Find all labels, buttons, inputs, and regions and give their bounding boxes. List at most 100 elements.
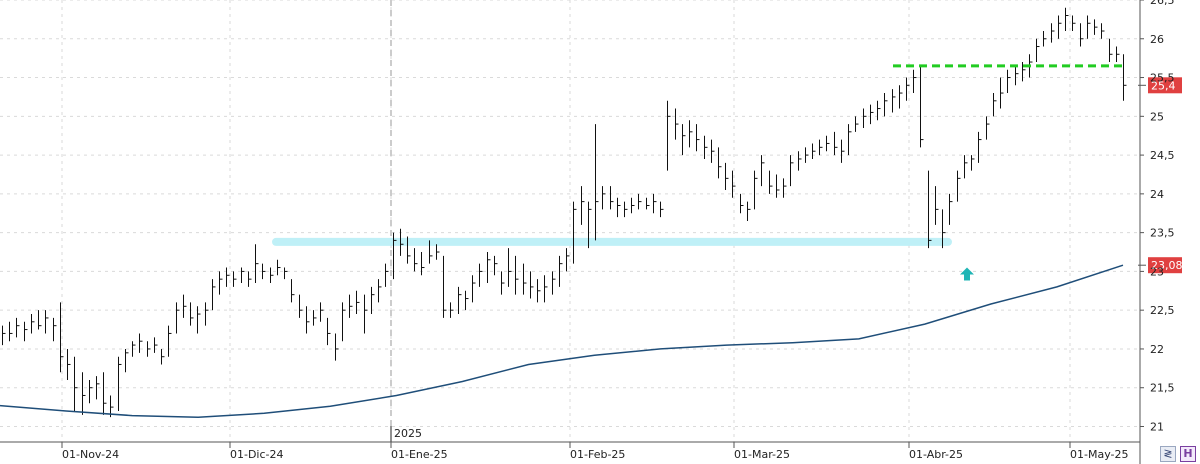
ohlc-bar	[1109, 38, 1113, 63]
ohlc-bar	[335, 333, 339, 361]
ohlc-bar	[125, 348, 129, 373]
y-tick-label: 21,5	[1150, 382, 1175, 395]
ohlc-bar	[465, 290, 469, 311]
ohlc-bar	[349, 294, 353, 318]
ohlc-bar	[472, 275, 476, 303]
ohlc-bar	[378, 279, 382, 303]
ohlc-bar	[747, 201, 751, 221]
x-tick-label: 01-Abr-25	[909, 448, 963, 461]
ohlc-bar	[450, 302, 454, 318]
ohlc-bar	[233, 271, 237, 287]
ohlc-bar	[559, 255, 563, 287]
y-tick-label: 24	[1150, 188, 1164, 201]
ohlc-bar	[949, 193, 953, 225]
arrow-up-icon	[960, 267, 974, 281]
ohlc-bar	[646, 197, 650, 210]
ohlc-bar	[421, 252, 425, 276]
ohlc-bar	[675, 108, 679, 140]
ohlc-bar	[993, 93, 997, 117]
ohlc-bar	[53, 317, 57, 342]
ohlc-bar	[443, 255, 447, 318]
ohlc-bar	[89, 379, 93, 404]
ohlc-bar	[60, 302, 64, 373]
ohlc-bar	[704, 135, 708, 159]
ohlc-bar	[1043, 31, 1047, 47]
ohlc-bar	[1080, 23, 1084, 47]
ohlc-bar	[458, 286, 462, 315]
ohlc-bar	[696, 124, 700, 152]
ohlc-bar	[978, 131, 982, 163]
ohlc-bar	[205, 302, 209, 326]
ohlc-bar	[1007, 69, 1011, 94]
ohlc-bar	[638, 193, 642, 210]
ohlc-bar	[841, 139, 845, 163]
price-tag-bg	[1148, 257, 1182, 274]
ohlc-bar	[487, 252, 491, 284]
ohlc-bar	[183, 294, 187, 318]
ohlc-bar	[385, 263, 389, 287]
ohlc-bar	[877, 100, 881, 121]
ohlc-bar	[226, 267, 230, 287]
ohlc-bar	[725, 162, 729, 190]
year-separator: 2025	[390, 0, 422, 446]
ohlc-bar	[805, 147, 809, 163]
ohlc-bar	[826, 135, 830, 152]
ohlc-bar	[364, 294, 368, 334]
ohlc-bar	[523, 263, 527, 295]
ohlc-bar	[906, 77, 910, 101]
ohlc-bar	[327, 317, 331, 346]
ohlc-bar	[356, 290, 360, 315]
ohlc-bar	[248, 271, 252, 287]
ohlc-bar	[24, 321, 28, 342]
ohlc-bar	[942, 209, 946, 249]
ohlc-bar	[783, 178, 787, 198]
ohlc-bar	[299, 294, 303, 318]
ohlc-bar	[176, 302, 180, 334]
ohlc-bar	[9, 321, 13, 342]
ohlc-bar	[913, 69, 917, 94]
ohlc-bar	[284, 267, 288, 280]
annotations: 25,4 23,08	[893, 64, 1183, 281]
ohlc-bar	[1022, 62, 1026, 82]
ohlc-bar	[1015, 65, 1019, 86]
ohlc-bar	[848, 124, 852, 156]
ohlc-bar	[610, 186, 614, 210]
ohlc-bar	[436, 244, 440, 260]
y-tick-label: 26	[1150, 33, 1164, 46]
ohlc-bar	[508, 248, 512, 287]
ohlc-bar	[270, 267, 274, 284]
ohlc-bar	[291, 279, 295, 303]
ohlc-bar	[161, 348, 165, 365]
ohlc-bar	[530, 271, 534, 299]
ohlc-bar	[631, 197, 635, 214]
ohlc-bar	[197, 306, 201, 334]
ohlc-bar	[45, 310, 49, 334]
ohlc-bar	[544, 275, 548, 303]
y-tick-label: 25	[1150, 110, 1164, 123]
ohlc-bar	[479, 263, 483, 287]
y-tick-label: 24,5	[1150, 149, 1175, 162]
ohlc-bar	[306, 306, 310, 334]
ohlc-bar	[154, 337, 158, 353]
ohlc-bar	[103, 372, 107, 415]
ohlc-bar	[147, 341, 151, 357]
ohlc-bar	[718, 147, 722, 179]
price-tag-label: 23,08	[1151, 259, 1183, 272]
y-tick-label: 23,5	[1150, 227, 1175, 240]
ohlc-bar	[1101, 23, 1105, 39]
ohlc-bar	[16, 317, 20, 338]
ohlc-bar	[67, 348, 71, 380]
ohlc-bar	[769, 170, 773, 194]
h-button[interactable]: H	[1180, 446, 1196, 462]
ohlc-bar	[689, 120, 693, 148]
ohlc-bar	[277, 259, 281, 276]
x-tick-label: 01-Feb-25	[570, 448, 625, 461]
year-label: 2025	[394, 427, 422, 440]
ohlc-bar	[494, 255, 498, 276]
zoom-button[interactable]: ≷	[1160, 446, 1176, 462]
y-tick-label: 22	[1150, 343, 1164, 356]
ohlc-bar	[660, 201, 664, 218]
y-tick-label: 23	[1150, 265, 1164, 278]
ohlc-bar	[920, 65, 924, 148]
